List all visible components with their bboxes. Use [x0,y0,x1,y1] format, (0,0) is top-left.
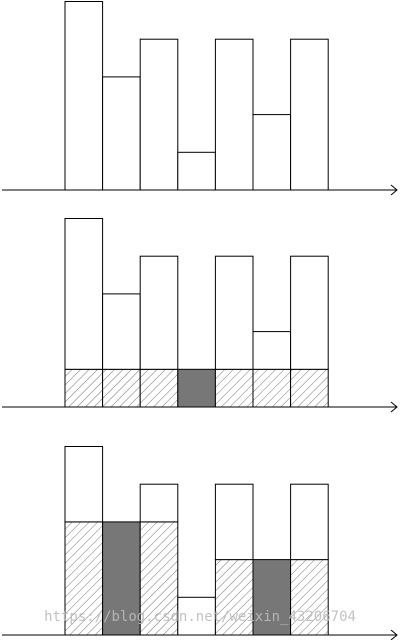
bar-segment [252,559,292,636]
watermark: https://blog.csdn.net/weixin_43206704 [44,609,356,625]
bar-segment [102,368,141,408]
bar-segment [177,368,216,408]
bar-segment [177,596,216,636]
axis-arrow [390,629,398,640]
bar-segment [214,368,254,408]
bar-segment [139,483,179,523]
bar-segment [290,38,329,191]
bar-segment [64,446,104,523]
bar-segment [252,368,292,408]
bar-segment [290,483,329,561]
bar-segment [214,255,254,370]
bar-segment [252,114,292,191]
bar-segment [64,1,104,191]
bar-segment [290,255,329,370]
bar-segment [290,559,329,636]
bar-segment [177,151,216,191]
bar-segment [64,521,104,636]
bar-segment [139,368,179,408]
bar-segment [102,293,141,370]
bar-segment [64,368,104,408]
bar-segment [214,38,254,191]
bar-segment [64,218,104,370]
bar-segment [139,255,179,370]
bar-segment [252,331,292,370]
axis-arrow [390,184,398,196]
axis-arrow [390,401,398,413]
bar-segment [139,38,179,191]
bar-segment [214,483,254,561]
bar-segment [102,76,141,191]
bar-segment [290,368,329,408]
